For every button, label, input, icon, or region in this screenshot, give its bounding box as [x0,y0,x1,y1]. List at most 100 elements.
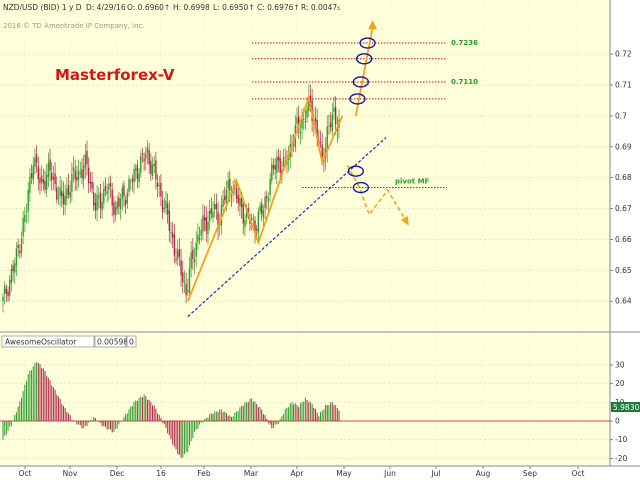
candle-body [165,200,167,208]
price-level-label: pivot MF [395,178,430,186]
header-high: H: 0.6998 [173,3,210,12]
candle-body [138,173,140,183]
x-axis-ticks: Oct Nov Dec 16 Feb Mar Apr May Jun Jul Aug Sep Oct [19,466,585,478]
projection-path[interactable] [346,164,409,225]
candle-body [180,260,182,276]
price-level-label: 0.7110 [451,78,478,86]
candle-body [254,220,256,233]
candle-body [301,119,303,129]
candle-body [215,203,218,210]
y-tick-label: 0.67 [615,204,632,213]
header-close: C: 0.6976↑ [257,3,300,12]
candle-body [2,296,4,302]
candle-body [239,197,241,206]
candle-body [170,232,172,234]
wave-zigzag[interactable] [186,94,344,302]
candle-body [111,189,113,206]
header-open: O: 0.6960↑ [127,3,170,12]
price-level-label: 0.7236 [451,39,478,47]
candle-body [106,191,108,195]
candle-body [44,180,46,190]
oscillator-value: 0.005983 [97,338,133,347]
candle-body [141,153,144,156]
candle-body [69,192,71,198]
highlight-oval[interactable] [347,165,364,177]
x-tick-label: Aug [476,469,491,478]
oscillator-title-box[interactable] [1,335,95,348]
price-axis [610,0,640,466]
candle-body [205,217,207,231]
candle-body [42,179,45,184]
candle-body [45,174,48,190]
candle-body [114,206,117,216]
candle-body [25,211,28,213]
horizontal-levels: 0.7236 0.7110 pivot MF [252,39,478,189]
highlight-oval[interactable] [349,93,366,105]
x-tick-label: Dec [110,469,125,478]
x-tick-label: May [336,469,352,478]
candle-body [222,199,224,207]
x-tick-label: Oct [572,469,585,478]
candle-body [40,175,43,182]
candle-body [306,108,308,118]
candle-body [146,147,149,154]
candle-body [37,166,39,180]
candle-body [116,201,118,210]
candle-body [113,202,115,215]
candle-body [326,126,328,152]
candle-body [109,182,112,187]
oscillator-zero-box [126,335,137,348]
candle-body [272,165,275,169]
candle-body [30,173,33,178]
candle-body [331,114,333,131]
candle-body [121,188,123,200]
candle-body [98,196,100,198]
candle-body [198,237,201,240]
candle-body [93,192,95,206]
candle-body [89,182,92,184]
candle-body [51,172,53,180]
candle-body [171,232,174,238]
candle-body [245,209,248,219]
y-tick-label: 0.69 [615,142,632,151]
copyright-text: 2016 © TD Ameritrade IP Company, Inc. [3,22,145,30]
candle-body [17,244,19,248]
header-symbol[interactable]: NZD/USD (BID) 1 y D [3,3,82,12]
highlight-oval[interactable] [356,53,373,65]
candle-body [276,157,278,174]
candle-body [3,285,6,294]
target-arrow-line[interactable] [354,27,374,117]
candle-body [197,234,199,242]
candle-body [126,192,129,203]
highlight-oval[interactable] [352,181,370,194]
candle-body [225,189,228,204]
candle-body [57,197,60,199]
candle-body [192,249,194,259]
candle-body [86,151,88,165]
candle-body [99,192,102,209]
candle-body [208,210,211,222]
y-tick-label: 0.68 [615,173,632,182]
highlight-oval[interactable] [359,37,376,49]
candle-body [235,188,238,199]
target-arrow-head [368,20,378,30]
candle-body [66,188,68,199]
candle-body [297,116,300,131]
highlight-oval[interactable] [352,76,370,88]
header-date: D: 4/29/16 [86,3,126,12]
candle-body [72,167,75,172]
x-tick-label: Apr [291,469,305,478]
candle-body [148,150,150,165]
osc-y-tick-label: 30 [615,360,625,369]
candle-body [108,184,110,190]
candle-body [234,186,236,189]
oscillator-current-value: 5.98303 [613,403,640,412]
awesome-oscillator-bars [2,362,340,458]
candle-body [59,187,61,197]
candle-body [129,182,132,184]
candle-body [29,176,31,193]
y-tick-label: 0.65 [615,266,632,275]
candle-body [153,163,155,166]
support-trendline[interactable] [187,137,387,318]
